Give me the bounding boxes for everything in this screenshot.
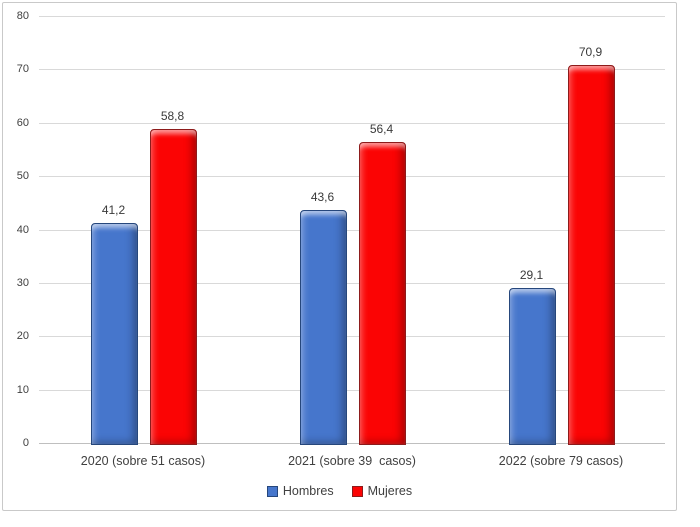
gridline-70 [39, 69, 665, 71]
gridline-30 [39, 282, 665, 284]
value-label: 29,1 [519, 268, 544, 282]
gridline-60 [39, 122, 665, 124]
gridline-80 [39, 16, 665, 17]
value-label: 70,9 [578, 45, 603, 59]
gridline-40 [39, 229, 665, 231]
x-axis-label: 2020 (sobre 51 casos) [80, 454, 206, 468]
bar-chart: Hombres Mujeres 0 10 20 30 40 50 60 70 80 41,2 58,8… [2, 2, 677, 511]
y-axis-tick-label: 0 [22, 437, 29, 449]
value-label: 43,6 [310, 190, 335, 204]
bar-mujeres-2020 [150, 129, 197, 445]
legend-label: Mujeres [367, 484, 413, 498]
legend-swatch-icon [351, 485, 363, 497]
y-axis-tick-label: 70 [16, 63, 29, 76]
legend-item-mujeres: Mujeres [351, 484, 413, 498]
bar-mujeres-2021 [359, 142, 406, 445]
gridline-50 [39, 176, 665, 178]
legend: Hombres Mujeres [3, 484, 676, 498]
gridline-10 [39, 389, 665, 391]
x-axis-label: 2021 (sobre 39 casos) [288, 454, 416, 468]
value-label: 56,4 [369, 122, 394, 136]
y-axis-tick-label: 40 [16, 223, 29, 236]
value-label: 41,2 [101, 203, 126, 217]
gridline-0 [39, 443, 665, 444]
y-axis-tick-label: 50 [16, 170, 29, 183]
value-label: 58,8 [160, 109, 185, 123]
bar-hombres-2022 [509, 288, 556, 445]
gridline-20 [39, 336, 665, 338]
legend-swatch-icon [266, 485, 278, 497]
legend-item-hombres: Hombres [266, 484, 334, 498]
y-axis-tick-label: 80 [16, 10, 29, 22]
bar-mujeres-2022 [568, 65, 615, 445]
y-axis-tick-label: 60 [16, 116, 29, 129]
y-axis-tick-label: 20 [16, 330, 29, 343]
bar-hombres-2021 [300, 210, 347, 445]
y-axis-tick-label: 10 [16, 383, 29, 396]
y-axis-tick-label: 30 [16, 276, 29, 289]
bar-hombres-2020 [91, 223, 138, 445]
x-axis-label: 2022 (sobre 79 casos) [498, 454, 624, 468]
legend-label: Hombres [282, 484, 334, 498]
